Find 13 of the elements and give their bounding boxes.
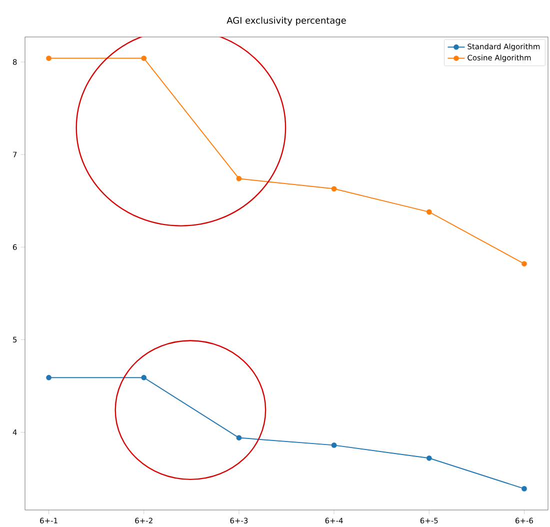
chart-title: AGI exclusivity percentage [226,16,346,26]
point [141,56,147,61]
point [236,435,242,440]
point [331,186,337,192]
point [426,209,432,215]
point [236,176,242,182]
point [331,442,337,448]
point [522,261,527,266]
point [522,486,527,492]
point [426,455,432,461]
point [141,374,147,380]
point [46,56,52,61]
point [46,374,52,380]
